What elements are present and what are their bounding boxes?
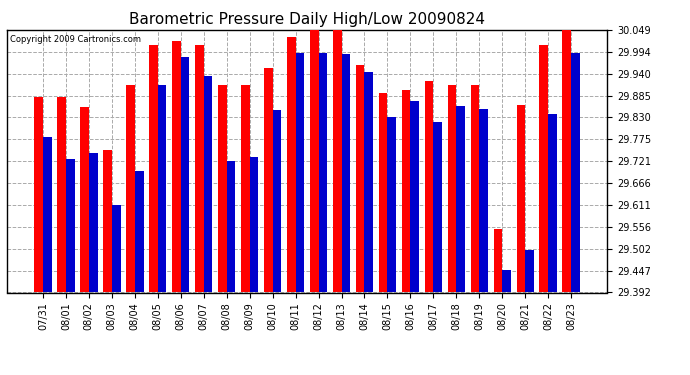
Bar [388, 117, 396, 292]
Bar [195, 45, 204, 292]
Bar [226, 162, 235, 292]
Bar [250, 158, 258, 292]
Bar [181, 57, 190, 292]
Bar [356, 65, 364, 292]
Bar [241, 85, 250, 292]
Bar [43, 136, 52, 292]
Bar [34, 97, 43, 292]
Bar [66, 159, 75, 292]
Bar [295, 53, 304, 292]
Bar [342, 54, 351, 292]
Bar [549, 114, 557, 292]
Bar [562, 29, 571, 292]
Bar [135, 171, 144, 292]
Bar [158, 85, 166, 292]
Bar [471, 85, 480, 292]
Bar [218, 85, 226, 292]
Bar [264, 68, 273, 292]
Bar [80, 107, 89, 292]
Bar [149, 45, 158, 292]
Bar [89, 153, 97, 292]
Bar [364, 72, 373, 292]
Bar [172, 41, 181, 292]
Bar [502, 270, 511, 292]
Bar [493, 229, 502, 292]
Title: Barometric Pressure Daily High/Low 20090824: Barometric Pressure Daily High/Low 20090… [129, 12, 485, 27]
Bar [310, 29, 319, 292]
Bar [525, 250, 534, 292]
Bar [126, 85, 135, 292]
Bar [517, 105, 525, 292]
Bar [433, 122, 442, 292]
Bar [402, 90, 411, 292]
Bar [204, 75, 213, 292]
Bar [571, 53, 580, 292]
Bar [112, 205, 121, 292]
Bar [448, 85, 456, 292]
Bar [319, 53, 327, 292]
Bar [411, 101, 419, 292]
Bar [287, 37, 295, 292]
Bar [333, 29, 342, 292]
Bar [103, 150, 112, 292]
Bar [456, 106, 465, 292]
Bar [424, 81, 433, 292]
Bar [57, 97, 66, 292]
Bar [379, 93, 388, 292]
Bar [480, 109, 488, 292]
Text: Copyright 2009 Cartronics.com: Copyright 2009 Cartronics.com [10, 35, 141, 44]
Bar [273, 110, 282, 292]
Bar [540, 45, 549, 292]
